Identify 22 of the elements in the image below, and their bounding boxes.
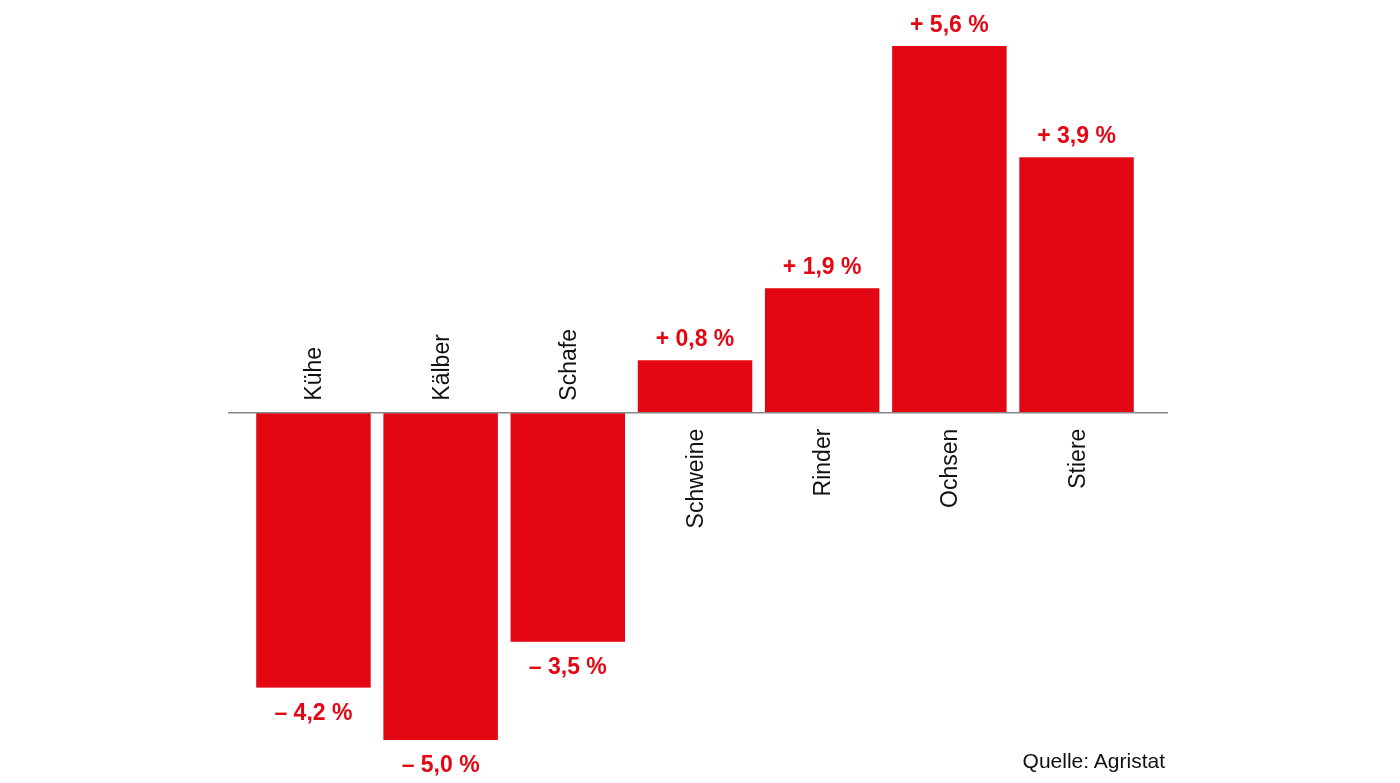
x-tick-label: Schweine bbox=[682, 428, 708, 529]
data-label: – 5,0 % bbox=[401, 751, 480, 777]
bar bbox=[1019, 157, 1134, 413]
bar bbox=[383, 412, 498, 740]
x-tick-label: Kälber bbox=[427, 333, 454, 401]
bar bbox=[510, 412, 626, 642]
bar bbox=[764, 288, 880, 413]
data-label: + 5,6 % bbox=[910, 11, 989, 37]
x-tick-label: Kühe bbox=[300, 346, 327, 401]
source-note: Quelle: Agristat bbox=[1022, 749, 1166, 772]
data-label: + 0,8 % bbox=[655, 325, 735, 352]
data-label: – 3,5 % bbox=[528, 652, 607, 679]
data-label: + 3,9 % bbox=[1037, 122, 1116, 149]
x-tick-label: Ochsen bbox=[936, 428, 963, 508]
x-tick-label: Schafe bbox=[554, 329, 581, 401]
x-tick-label: Rinder bbox=[809, 428, 836, 497]
x-tick-label: Stiere bbox=[1063, 428, 1090, 489]
data-label: – 4,2 % bbox=[274, 698, 353, 725]
bar bbox=[256, 412, 371, 688]
bar bbox=[637, 360, 753, 413]
data-label: + 1,9 % bbox=[782, 253, 862, 280]
bar bbox=[892, 46, 1007, 413]
